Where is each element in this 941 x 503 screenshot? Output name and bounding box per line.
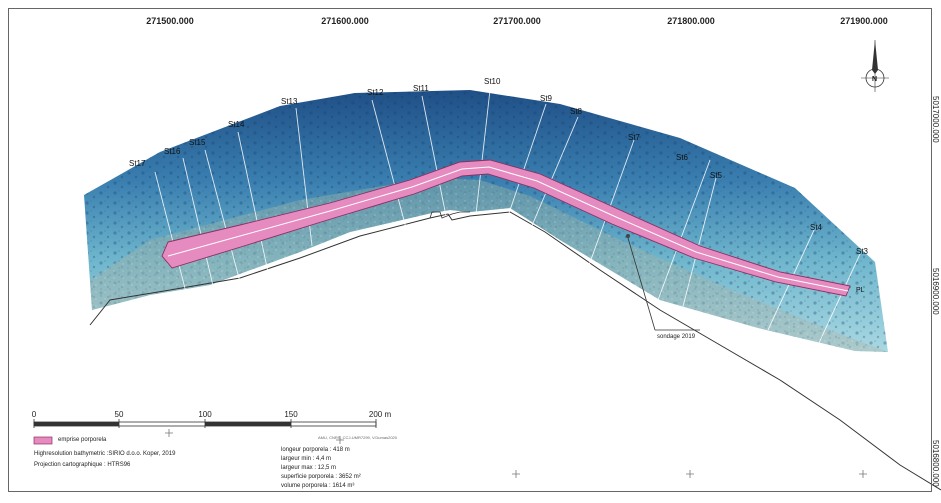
stat-length: longeur porporela : 418 m	[281, 447, 350, 453]
x-tick-label: 271700.000	[493, 16, 541, 26]
sounding-label: sondage 2019	[657, 334, 696, 340]
grid-cross	[686, 470, 694, 478]
stat-min-width: largeur min : 4,4 m	[281, 456, 332, 462]
x-tick-label: 271600.000	[321, 16, 369, 26]
sounding-leader	[627, 237, 656, 331]
transect-lines	[154, 89, 861, 346]
scale-label: 0	[31, 410, 37, 419]
station-label: St11	[413, 84, 429, 93]
transect-st11	[421, 95, 447, 217]
legend-credit: AMU, CNRS, CCJ-UMR7299, V.Dumas2020	[318, 435, 397, 440]
coastline	[89, 211, 941, 491]
transect-st10	[475, 89, 491, 215]
legend-stats: longeur porporela : 418 m largeur min : …	[281, 446, 361, 491]
scale-label: 150	[284, 410, 298, 419]
station-label: St13	[281, 97, 298, 106]
station-label: St5	[710, 171, 723, 180]
transect-st8	[527, 116, 579, 236]
scale-label: 50	[114, 410, 124, 419]
station-label: St16	[164, 147, 181, 156]
transect-st16	[182, 157, 215, 291]
sounding-marker	[626, 234, 630, 238]
transect-st6	[657, 159, 711, 301]
transect-st17	[154, 171, 189, 301]
y-tick-label: 5016800.000	[931, 440, 940, 487]
x-tick-label: 271800.000	[667, 16, 715, 26]
transect-st12	[371, 99, 407, 229]
station-label: St14	[228, 120, 245, 129]
transect-st15	[204, 149, 241, 283]
station-label: St12	[367, 88, 384, 97]
legend-swatch	[33, 436, 53, 445]
endpoint-label: PL	[856, 287, 865, 294]
x-tick-label: 271500.000	[146, 16, 194, 26]
transect-st9	[505, 103, 547, 223]
y-tick-label: 5016900.000	[931, 268, 940, 315]
scale-bar	[33, 419, 377, 428]
grid-crosses	[165, 429, 867, 478]
porporela-footprint	[161, 159, 851, 297]
grid-cross	[165, 429, 173, 437]
grid-cross	[336, 436, 344, 444]
porporela-axis	[167, 166, 849, 292]
coastline-inner	[429, 211, 470, 219]
station-label: St3	[856, 247, 869, 256]
transect-st3	[817, 253, 861, 346]
y-tick-label: 5017000.000	[931, 96, 940, 143]
legend-projection: Projection cartographique : HTRS96	[34, 462, 131, 468]
legend-source: Highresolution bathymetric :SIRIO d.o.o.…	[34, 451, 176, 457]
station-label: St9	[540, 94, 553, 103]
x-tick-label: 271900.000	[840, 16, 888, 26]
station-label: St15	[189, 138, 206, 147]
grid-cross	[859, 470, 867, 478]
station-label: St4	[810, 223, 823, 232]
transect-st14	[237, 131, 269, 273]
station-label: St10	[484, 77, 501, 86]
scale-label: 200 m	[368, 410, 392, 419]
scale-label: 100	[198, 410, 212, 419]
legend-swatch-label: emprise porporela	[58, 437, 107, 443]
grid-cross	[512, 470, 520, 478]
stat-max-width: largeur max : 12,5 m	[281, 465, 337, 471]
station-label: St7	[628, 133, 641, 142]
transect-st7	[587, 139, 635, 269]
station-label: St8	[570, 107, 583, 116]
north-label: N	[872, 76, 877, 83]
station-label: St17	[129, 159, 146, 168]
station-label: St6	[676, 153, 689, 162]
stat-area: superficie porporela : 3652 m²	[281, 474, 361, 480]
north-arrow-icon: N	[861, 40, 889, 92]
stat-volume: volume porporela : 1614 m³	[281, 483, 355, 489]
station-labels: St3 St4 St5 St6 St7 St8 St9 St10 St11 St…	[129, 77, 869, 256]
